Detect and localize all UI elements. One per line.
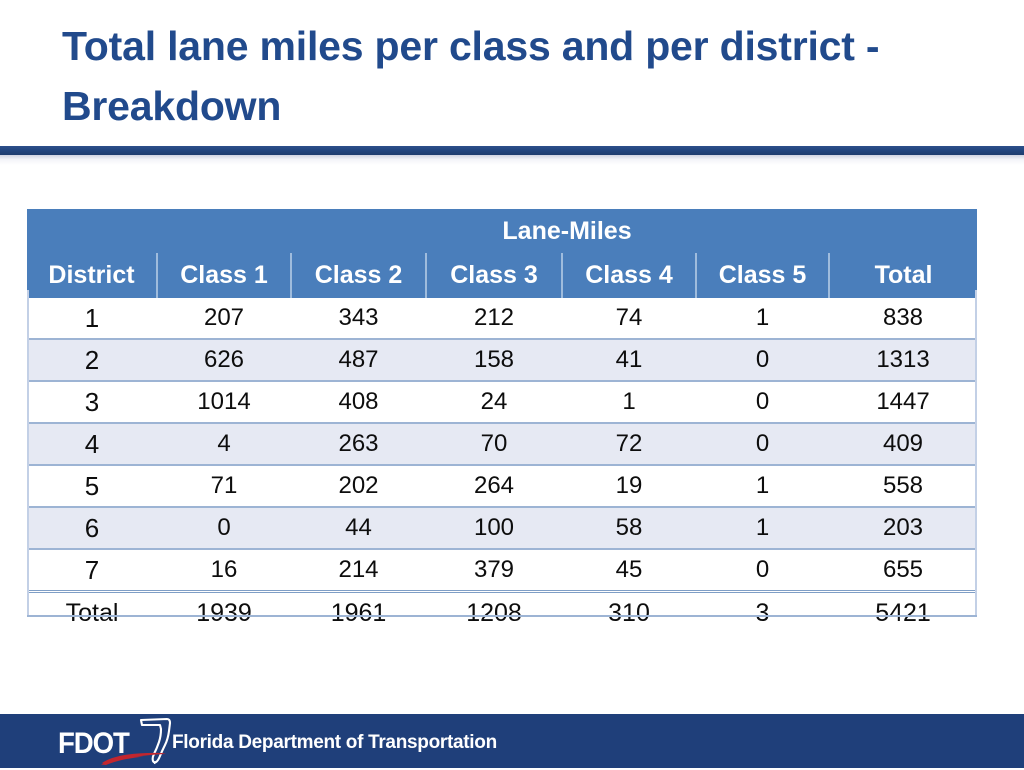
column-header-class-4[interactable]: Class 4 <box>561 253 696 298</box>
table-total-row: Total 1939 1961 1208 310 3 5421 <box>27 590 978 633</box>
column-header-class-5[interactable]: Class 5 <box>695 253 829 298</box>
table-row: 2 626 487 158 41 0 1313 <box>27 338 978 381</box>
cell-total: 1313 <box>829 338 978 381</box>
cell-district: 4 <box>27 422 157 465</box>
cell-class-2: 487 <box>291 338 426 381</box>
column-header-district[interactable]: District <box>27 253 157 298</box>
cell-district: 1 <box>27 298 157 339</box>
table-row: 4 4 263 70 72 0 409 <box>27 422 978 465</box>
cell-district: 3 <box>27 380 157 423</box>
table-right-border <box>975 290 977 617</box>
cell-class-3: 24 <box>426 380 562 423</box>
cell-total: 558 <box>829 464 978 507</box>
cell-class-1: 71 <box>157 464 291 507</box>
cell-class-4-total: 310 <box>562 590 696 633</box>
cell-class-2: 214 <box>291 548 426 592</box>
cell-grand-total: 5421 <box>829 590 978 633</box>
cell-class-2: 263 <box>291 422 426 465</box>
cell-total: 838 <box>829 298 978 339</box>
florida-state-outline-icon <box>137 717 177 770</box>
cell-class-4: 74 <box>562 298 696 339</box>
cell-class-3: 212 <box>426 298 562 339</box>
table-row: 6 0 44 100 58 1 203 <box>27 506 978 549</box>
cell-class-2-total: 1961 <box>291 590 426 633</box>
cell-class-1: 626 <box>157 338 291 381</box>
table-row: 7 16 214 379 45 0 655 <box>27 548 978 592</box>
cell-class-4: 19 <box>562 464 696 507</box>
table-row: 3 1014 408 24 1 0 1447 <box>27 380 978 423</box>
cell-class-5: 0 <box>696 338 829 381</box>
cell-total: 203 <box>829 506 978 549</box>
cell-class-1: 16 <box>157 548 291 592</box>
title-divider-shadow <box>0 155 1024 165</box>
title-divider <box>0 146 1024 155</box>
cell-class-5: 1 <box>696 298 829 339</box>
cell-class-2: 202 <box>291 464 426 507</box>
cell-class-3: 158 <box>426 338 562 381</box>
cell-class-5-total: 3 <box>696 590 829 633</box>
table-row: 5 71 202 264 19 1 558 <box>27 464 978 507</box>
cell-class-3-total: 1208 <box>426 590 562 633</box>
cell-class-4: 58 <box>562 506 696 549</box>
cell-class-3: 100 <box>426 506 562 549</box>
table-body: 1 207 343 212 74 1 838 2 626 487 158 41 … <box>27 298 978 633</box>
group-header-spacer <box>27 209 157 253</box>
cell-district: 7 <box>27 548 157 592</box>
cell-class-5: 1 <box>696 506 829 549</box>
group-header-lane-miles: Lane-Miles <box>157 209 978 253</box>
cell-district: 2 <box>27 338 157 381</box>
cell-district-total-label: Total <box>27 590 157 633</box>
cell-class-3: 379 <box>426 548 562 592</box>
cell-class-3: 264 <box>426 464 562 507</box>
table-bottom-border <box>27 615 977 617</box>
lane-miles-table: Lane-Miles District Class 1 Class 2 Clas… <box>27 209 978 633</box>
table-head: Lane-Miles District Class 1 Class 2 Clas… <box>27 209 978 298</box>
cell-class-1: 207 <box>157 298 291 339</box>
red-swoosh-icon <box>100 751 170 770</box>
cell-class-5: 0 <box>696 548 829 592</box>
fdot-logo: FDOT Florida Department of Transportatio… <box>58 717 498 770</box>
column-header-class-2[interactable]: Class 2 <box>290 253 426 298</box>
cell-total: 1447 <box>829 380 978 423</box>
cell-class-2: 343 <box>291 298 426 339</box>
cell-class-5: 0 <box>696 422 829 465</box>
cell-class-1-total: 1939 <box>157 590 291 633</box>
table-left-border <box>27 290 29 617</box>
cell-class-2: 408 <box>291 380 426 423</box>
cell-class-1: 4 <box>157 422 291 465</box>
column-header-class-3[interactable]: Class 3 <box>425 253 562 298</box>
page-title: Total lane miles per class and per distr… <box>62 23 880 130</box>
agency-name-text: Florida Department of Transportation <box>172 732 497 753</box>
column-header-total[interactable]: Total <box>827 253 978 298</box>
cell-class-3: 70 <box>426 422 562 465</box>
cell-total: 409 <box>829 422 978 465</box>
fdot-acronym-text: FDOT <box>58 727 130 760</box>
table-group-header-row: Lane-Miles <box>27 209 978 253</box>
cell-class-1: 0 <box>157 506 291 549</box>
cell-class-5: 0 <box>696 380 829 423</box>
cell-class-5: 1 <box>696 464 829 507</box>
cell-total: 655 <box>829 548 978 592</box>
column-header-class-1[interactable]: Class 1 <box>156 253 291 298</box>
cell-class-4: 1 <box>562 380 696 423</box>
cell-class-2: 44 <box>291 506 426 549</box>
cell-class-4: 45 <box>562 548 696 592</box>
cell-class-4: 72 <box>562 422 696 465</box>
cell-class-1: 1014 <box>157 380 291 423</box>
cell-class-4: 41 <box>562 338 696 381</box>
table-column-header-row: District Class 1 Class 2 Class 3 Class 4… <box>27 253 978 298</box>
cell-district: 5 <box>27 464 157 507</box>
table-row: 1 207 343 212 74 1 838 <box>27 298 978 339</box>
lane-miles-table-container: Lane-Miles District Class 1 Class 2 Clas… <box>27 209 978 633</box>
cell-district: 6 <box>27 506 157 549</box>
